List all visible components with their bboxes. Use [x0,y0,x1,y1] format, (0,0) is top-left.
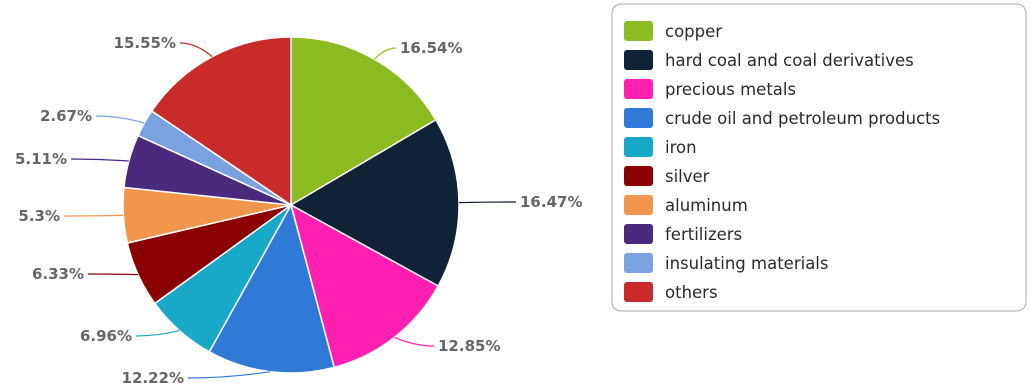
legend-swatch[interactable] [624,50,653,70]
pie-labels: 16.54% 16.47% 12.85% 12.22% 6.96% 6.33% 5.3% 5.… [15,34,583,387]
legend-label[interactable]: crude oil and petroleum products [665,109,940,128]
slice-label: 12.85% [438,337,500,355]
pie-slices [122,36,460,374]
slice-label: 2.67% [40,107,92,125]
legend-label[interactable]: precious metals [665,80,796,99]
legend-label[interactable]: others [665,283,718,302]
legend-swatch[interactable] [624,137,653,157]
connector-line [394,336,435,347]
legend-label[interactable]: aluminum [665,196,748,215]
connector-line [187,371,271,379]
pie-slice-hard-coal-and-coal-derivatives[interactable] [289,118,460,288]
connector-line [179,42,213,58]
legend-swatch[interactable] [624,195,653,215]
pie-slice-copper[interactable] [290,36,437,207]
slice-label: 16.47% [520,193,582,211]
legend-box [611,3,1027,312]
connector-line [135,330,180,337]
legend-swatch[interactable] [624,166,653,186]
legend-label[interactable]: copper [665,22,722,41]
pie-slice-precious-metals[interactable] [289,203,440,369]
legend-swatch[interactable] [624,253,653,273]
slice-label: 15.55% [114,34,176,52]
legend-label[interactable]: silver [665,167,710,186]
slice-label: 6.96% [80,327,132,345]
legend-items: copper hard coal and coal derivatives prec… [624,21,940,302]
legend-swatch[interactable] [624,79,653,99]
connector-line [70,158,129,162]
legend-label[interactable]: hard coal and coal derivatives [665,51,914,70]
legend-swatch[interactable] [624,282,653,302]
legend-label[interactable]: insulating materials [665,254,829,273]
connector-line [458,201,517,204]
slice-label: 6.33% [32,265,84,283]
connector-line [87,273,139,276]
connector-line [373,47,397,60]
legend-label[interactable]: fertilizers [665,225,742,244]
legend-label[interactable]: iron [665,138,697,157]
slice-label: 12.22% [122,369,184,387]
slice-label: 5.3% [18,207,60,225]
legend-swatch[interactable] [624,224,653,244]
legend-swatch[interactable] [624,108,653,128]
connector-line [63,214,124,217]
legend-swatch[interactable] [624,21,653,41]
legend: copper hard coal and coal derivatives prec… [611,3,1027,312]
slice-label: 16.54% [400,39,462,57]
slice-label: 5.11% [15,150,67,168]
connector-line [95,115,145,124]
